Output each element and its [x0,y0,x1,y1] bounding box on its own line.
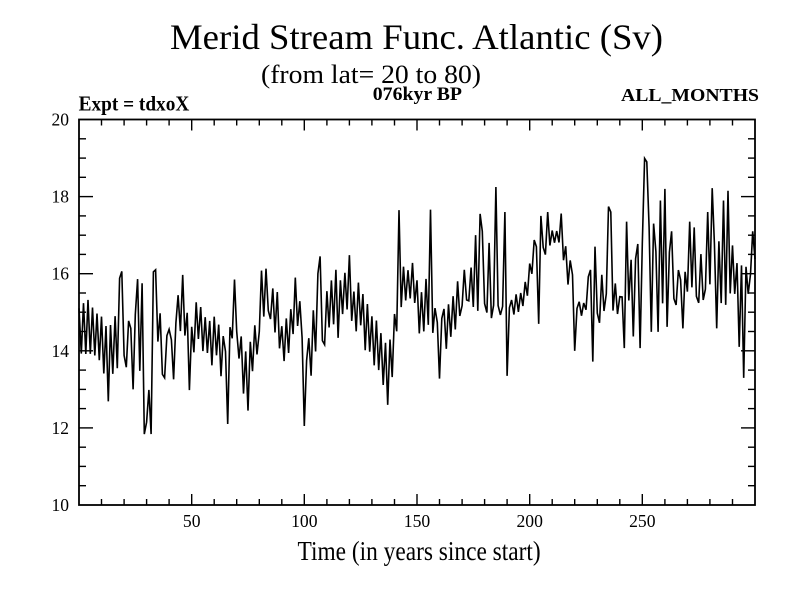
svg-text:10: 10 [52,495,70,515]
svg-text:12: 12 [52,418,70,438]
svg-text:Merid Stream Func. Atlantic (S: Merid Stream Func. Atlantic (Sv) [170,17,663,57]
svg-text:(from lat= 20 to 80): (from lat= 20 to 80) [261,59,481,89]
svg-text:Time (in years since start): Time (in years since start) [298,536,541,566]
svg-text:18: 18 [52,187,70,207]
svg-text:100: 100 [291,511,317,531]
svg-text:150: 150 [404,511,430,531]
svg-text:20: 20 [52,110,70,130]
svg-text:200: 200 [517,511,543,531]
svg-text:50: 50 [183,511,201,531]
svg-text:250: 250 [629,511,655,531]
svg-text:076kyr BP: 076kyr BP [373,84,463,105]
svg-text:14: 14 [52,341,70,361]
svg-text:Expt = tdxoX: Expt = tdxoX [79,91,190,115]
svg-text:ALL_MONTHS: ALL_MONTHS [621,85,759,105]
svg-text:16: 16 [52,264,70,284]
